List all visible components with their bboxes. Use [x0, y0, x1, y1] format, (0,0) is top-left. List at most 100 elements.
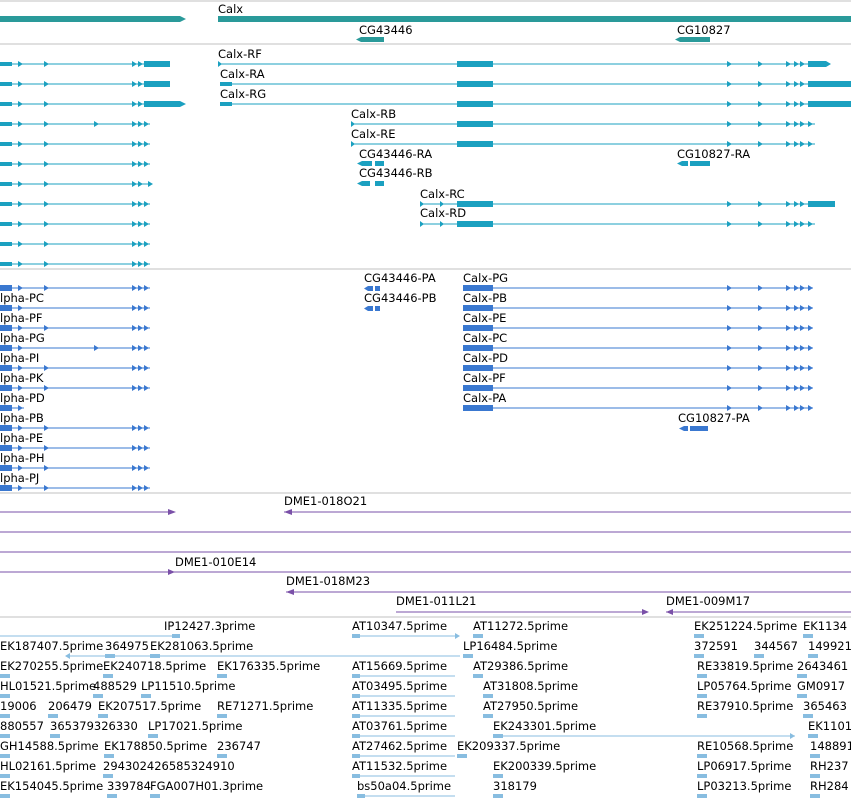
est-feature[interactable]: EK207517.5prime [98, 699, 201, 718]
est-feature[interactable]: AT27462.5prime [352, 739, 455, 758]
est-feature[interactable]: GH14588.5prime [0, 739, 99, 758]
protein-feature[interactable]: lpha-PK [0, 365, 150, 385]
est-feature[interactable]: 372591 [694, 639, 738, 658]
protein-feature[interactable]: lpha-PE [0, 425, 150, 445]
protein-feature[interactable]: Calx-PC [463, 331, 813, 351]
protein-feature[interactable]: Calx-PD [463, 351, 813, 371]
est-feature[interactable]: AT15669.5prime [352, 659, 455, 678]
clone-feature[interactable]: DME1-009M17 [666, 594, 851, 615]
transcript-feature[interactable]: CG10827-RA [677, 147, 750, 166]
protein-feature[interactable]: lpha-PJ [0, 465, 150, 485]
est-feature[interactable]: EK178850.5prime [104, 739, 207, 758]
est-feature[interactable]: EK200339.5prime [493, 759, 596, 778]
protein-feature[interactable]: lpha-PF [0, 305, 150, 325]
protein-feature[interactable]: lpha-PD [0, 385, 150, 405]
transcript-feature[interactable] [0, 101, 186, 107]
transcript-feature[interactable]: Calx-RC [420, 187, 835, 207]
est-feature[interactable]: 339784 [107, 779, 151, 798]
est-feature[interactable]: EK251224.5prime [694, 619, 797, 638]
transcript-feature[interactable] [0, 201, 150, 207]
transcript-feature[interactable] [0, 181, 153, 187]
est-feature[interactable]: 206479 [48, 699, 92, 718]
est-feature[interactable]: RE37910.5prime [697, 699, 793, 718]
transcript-feature[interactable] [0, 141, 150, 147]
est-feature[interactable]: RH237 [810, 759, 849, 778]
protein-feature[interactable]: Calx-PA [463, 391, 813, 411]
protein-feature[interactable]: lpha-PC [0, 285, 150, 305]
protein-feature[interactable]: lpha-PG [0, 325, 150, 345]
est-feature[interactable]: 2643461 [797, 659, 848, 678]
gene-feature[interactable] [0, 16, 186, 22]
est-feature[interactable]: EK243301.5prime [493, 719, 795, 739]
est-feature[interactable]: AT11272.5prime [473, 619, 568, 638]
est-feature[interactable]: AT29386.5prime [473, 659, 568, 678]
est-feature[interactable]: LP06917.5prime [697, 759, 791, 778]
est-feature[interactable]: bs50a04.5prime [357, 779, 455, 798]
protein-feature[interactable]: CG43446-PA [364, 271, 436, 291]
est-feature[interactable]: RE71271.5prime [217, 699, 313, 718]
est-feature[interactable]: 365463 [803, 699, 847, 718]
clone-feature[interactable]: DME1-018M23 [286, 574, 851, 595]
transcript-feature[interactable] [0, 161, 150, 167]
transcript-feature[interactable]: Calx-RA [220, 67, 851, 87]
transcript-feature[interactable]: Calx-RB [351, 107, 815, 127]
est-feature[interactable]: AT03761.5prime [352, 719, 455, 738]
est-feature[interactable]: 148891 [810, 739, 851, 758]
transcript-feature[interactable]: CG43446-RB [357, 166, 433, 186]
protein-feature[interactable]: lpha-PI [0, 345, 150, 365]
est-feature[interactable]: 318179 [493, 779, 537, 798]
est-feature[interactable]: 19006 [0, 699, 37, 718]
transcript-feature[interactable]: Calx-RF [218, 47, 831, 67]
est-feature[interactable]: EK240718.5prime [103, 659, 206, 678]
est-feature[interactable]: AT31808.5prime [483, 679, 578, 698]
est-feature[interactable]: EK176335.5prime [217, 659, 320, 678]
est-feature[interactable]: EK154045.5prime [0, 779, 103, 798]
est-feature[interactable]: RE33819.5prime [697, 659, 793, 678]
est-feature[interactable]: 880557 [0, 719, 44, 738]
est-feature[interactable]: RE10568.5prime [697, 739, 793, 758]
est-feature[interactable]: 236747 [217, 739, 261, 758]
transcript-feature[interactable] [0, 121, 150, 127]
gene-feature[interactable]: CG10827 [675, 23, 731, 42]
transcript-feature[interactable] [0, 221, 150, 227]
est-feature[interactable]: EK1101 [808, 719, 851, 738]
protein-feature[interactable]: CG10827-PA [678, 411, 750, 431]
clone-feature[interactable]: DME1-018O21 [284, 494, 851, 515]
est-feature[interactable]: AT10347.5prime [352, 619, 460, 639]
est-feature[interactable]: EK281063.5prime [150, 639, 460, 658]
transcript-feature[interactable] [0, 81, 170, 87]
clone-feature[interactable]: DME1-011L21 [396, 594, 649, 615]
protein-feature[interactable]: CG43446-PB [364, 291, 437, 311]
est-feature[interactable]: HL02161.5prime [0, 759, 96, 778]
est-feature[interactable]: 149921 [808, 639, 851, 658]
transcript-feature[interactable]: Calx-RD [420, 206, 815, 227]
protein-feature[interactable]: lpha-PH [0, 445, 150, 465]
est-feature[interactable]: LP16484.5prime [463, 639, 557, 658]
protein-feature[interactable]: lpha-PB [0, 405, 44, 425]
transcript-feature[interactable]: CG43446-RA [357, 147, 432, 166]
est-feature[interactable]: FGA007H01.3prime [150, 779, 263, 798]
transcript-feature[interactable] [0, 61, 170, 67]
est-feature[interactable]: EK270255.5prime [0, 659, 103, 678]
est-feature[interactable]: AT27950.5prime [483, 699, 578, 718]
est-feature[interactable]: 294302426585324910 [103, 759, 235, 778]
transcript-feature[interactable]: Calx-RG [220, 87, 851, 107]
est-feature[interactable]: EK1134 [803, 619, 847, 638]
est-feature[interactable]: EK209337.5prime [457, 739, 560, 758]
est-feature[interactable]: LP11510.5prime [141, 679, 235, 698]
clone-feature[interactable]: DME1-010E14 [0, 555, 851, 575]
est-feature[interactable]: AT11335.5prime [352, 699, 455, 718]
protein-feature[interactable]: Calx-PG [463, 271, 813, 291]
est-feature[interactable]: GM0917 [797, 679, 845, 698]
protein-feature[interactable] [0, 485, 150, 491]
est-feature[interactable]: AT03495.5prime [352, 679, 455, 698]
clone-feature[interactable] [0, 509, 176, 515]
gene-feature[interactable]: CG43446 [356, 23, 413, 42]
est-feature[interactable]: 488529 [93, 679, 137, 698]
protein-feature[interactable]: Calx-PF [463, 371, 813, 391]
est-feature[interactable]: IP12427.3prime [0, 619, 255, 638]
est-feature[interactable]: LP17021.5prime [148, 719, 242, 738]
est-feature[interactable]: RH284 [810, 779, 849, 798]
transcript-feature[interactable] [0, 241, 150, 247]
protein-feature[interactable]: Calx-PB [463, 291, 813, 311]
